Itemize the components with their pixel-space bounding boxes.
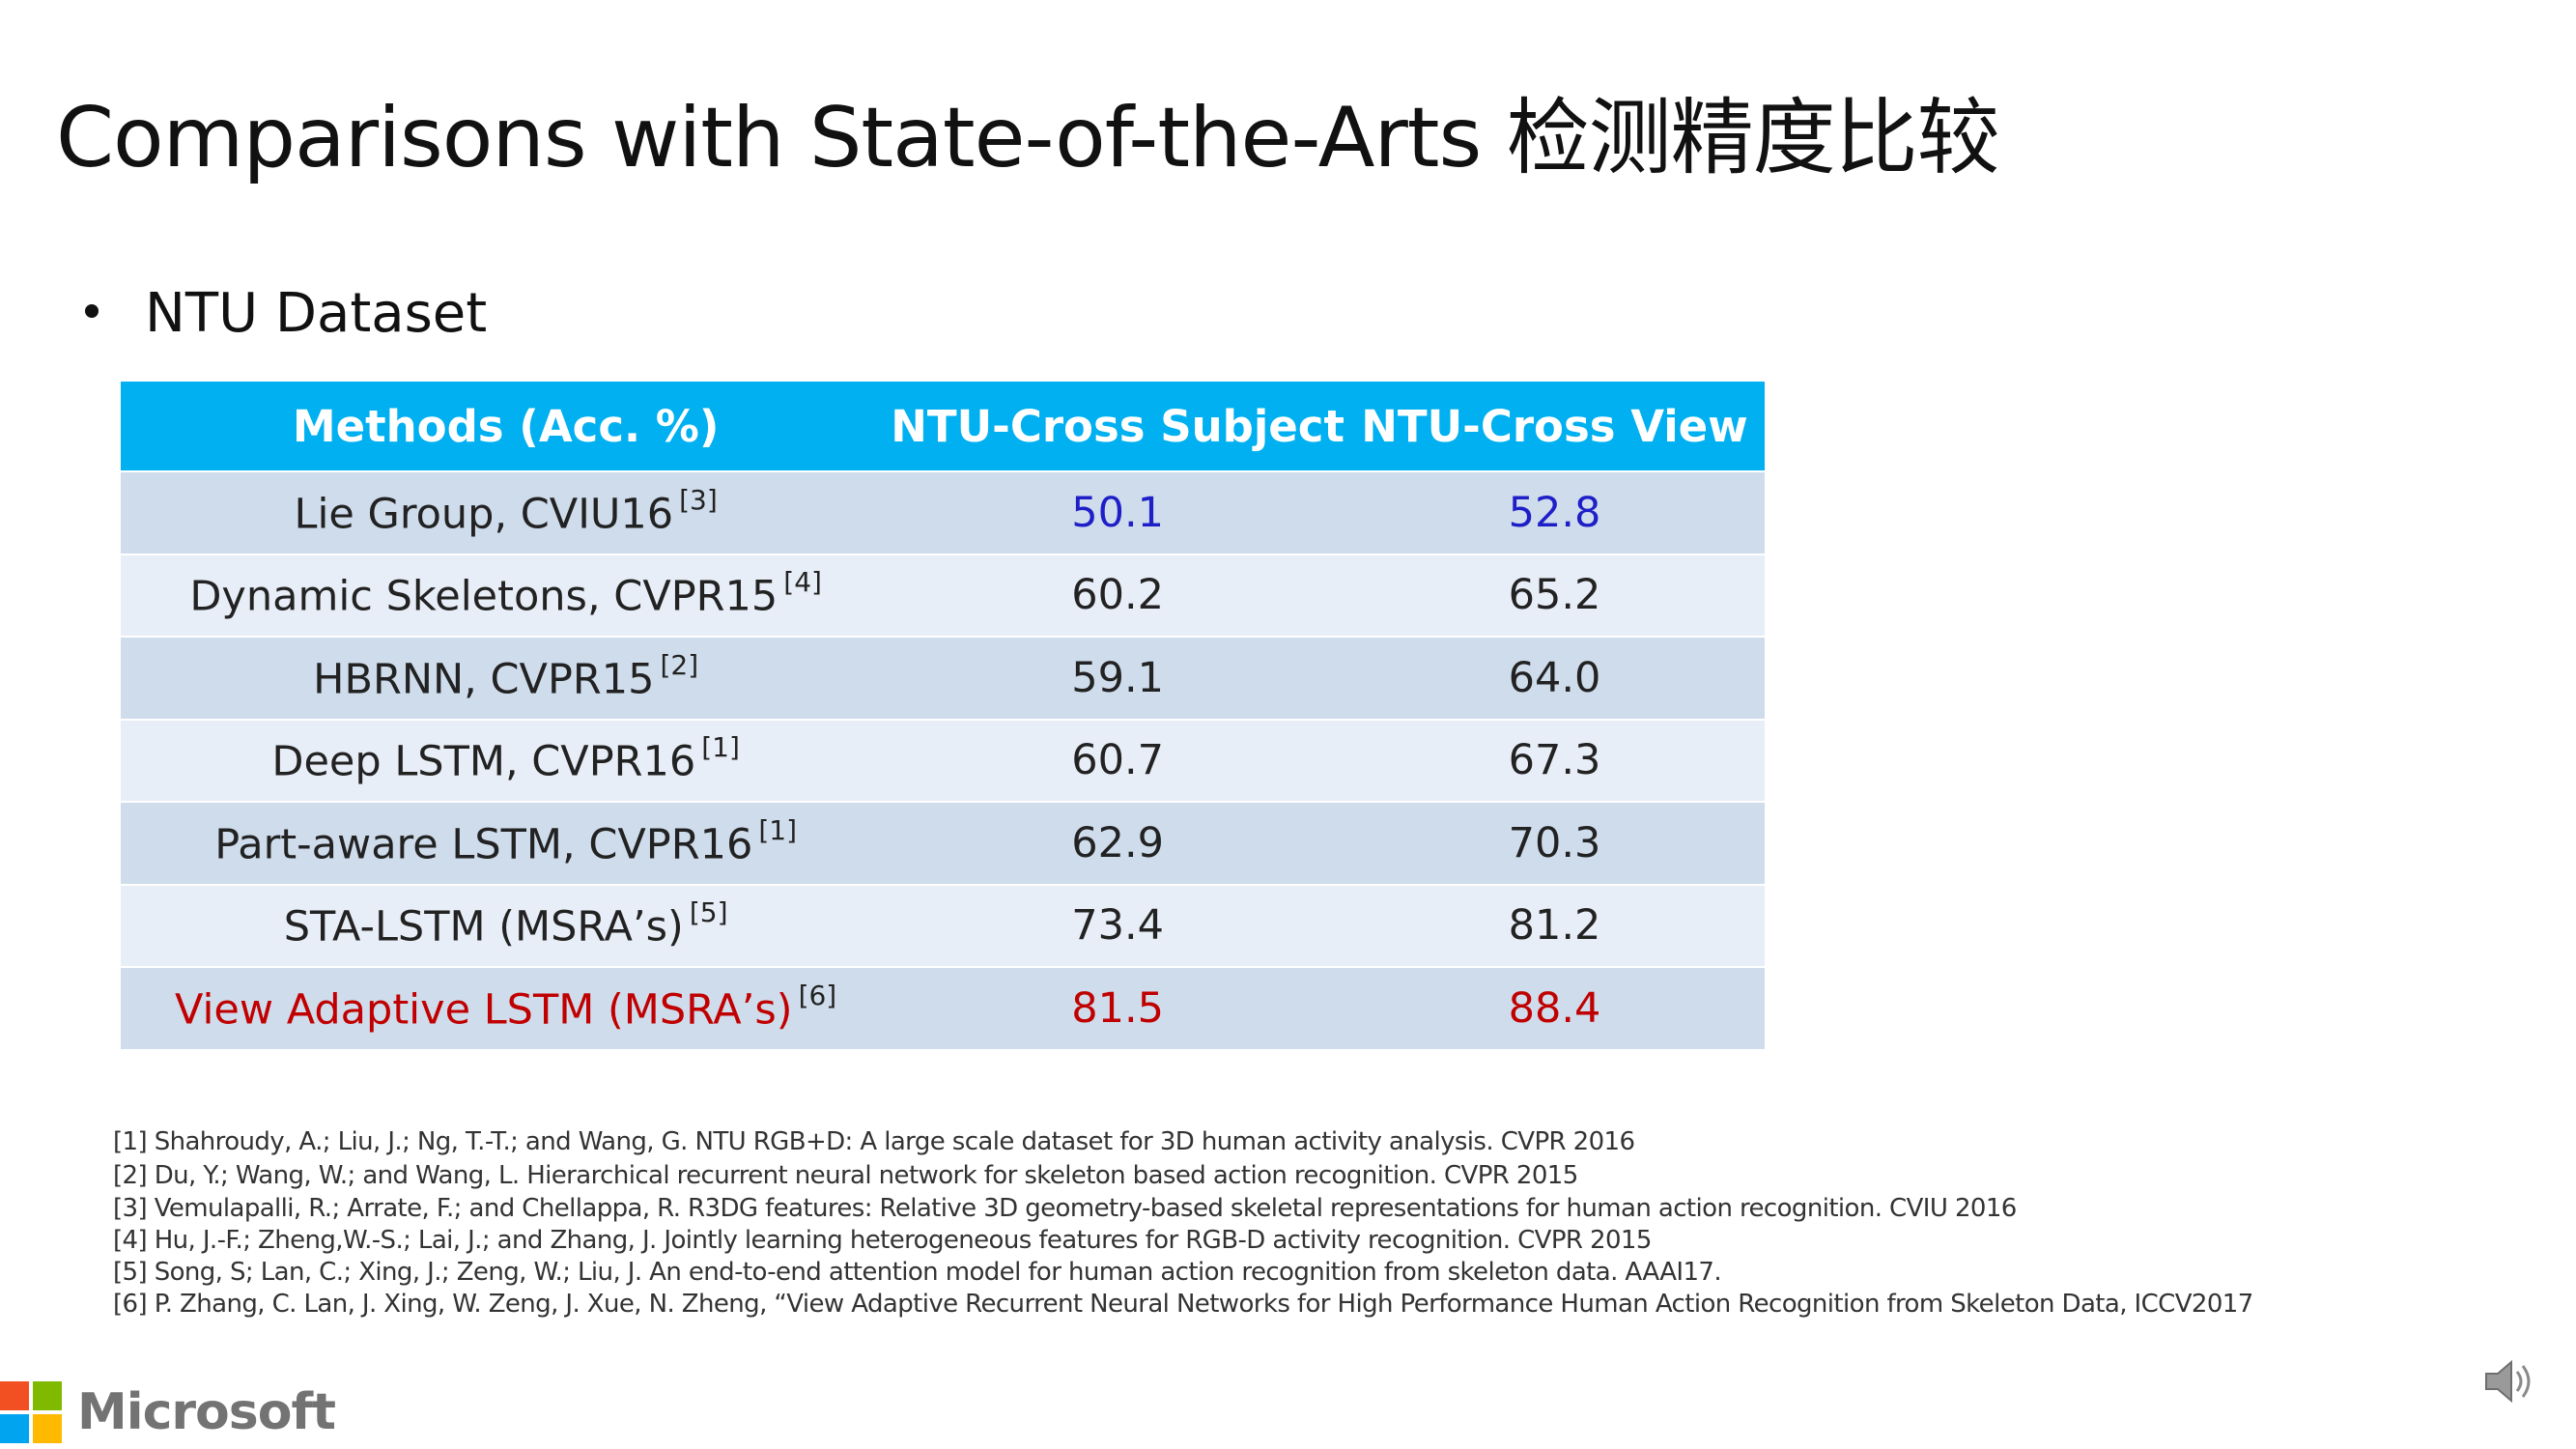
citation-ref: [1] (758, 813, 797, 846)
cross-subject-value: 81.5 (891, 966, 1345, 1049)
speaker-icon[interactable] (2480, 1352, 2538, 1410)
cross-subject-value: 59.1 (891, 636, 1345, 720)
bullet-dot-icon (85, 303, 99, 318)
table-row: Lie Group, CVIU16 [3] 50.1 52.8 (121, 470, 1765, 554)
table-row: Dynamic Skeletons, CVPR15 [4] 60.2 65.2 (121, 553, 1765, 637)
cross-view-value: 81.2 (1345, 883, 1765, 967)
cross-view-value: 88.4 (1345, 966, 1765, 1049)
method-name: Deep LSTM, CVPR16 (271, 737, 696, 786)
logo-square-yellow (33, 1414, 62, 1443)
microsoft-logo-icon (0, 1381, 62, 1443)
logo-square-green (33, 1381, 62, 1410)
method-cell: Part-aware LSTM, CVPR16 [1] (121, 801, 892, 885)
method-name: Lie Group, CVIU16 (294, 489, 674, 538)
method-name: View Adaptive LSTM (MSRA’s) (175, 984, 793, 1034)
cross-view-value: 65.2 (1345, 553, 1765, 637)
method-cell: Lie Group, CVIU16 [3] (121, 470, 892, 554)
cross-subject-value: 60.7 (891, 718, 1345, 802)
citation-ref: [2] (660, 648, 699, 681)
method-cell: HBRNN, CVPR15 [2] (121, 636, 892, 720)
method-name: Dynamic Skeletons, CVPR15 (189, 572, 778, 621)
reference-item: [6] P. Zhang, C. Lan, J. Xing, W. Zeng, … (113, 1290, 2253, 1319)
table-row-highlight: View Adaptive LSTM (MSRA’s) [6] 81.5 88.4 (121, 966, 1765, 1049)
cross-subject-value: 60.2 (891, 553, 1345, 637)
logo-square-blue (0, 1414, 29, 1443)
method-cell: View Adaptive LSTM (MSRA’s) [6] (121, 966, 892, 1049)
method-name: STA-LSTM (MSRA’s) (283, 902, 684, 952)
microsoft-logo: Microsoft (0, 1381, 336, 1443)
cross-view-value: 64.0 (1345, 636, 1765, 720)
cross-subject-value: 50.1 (891, 470, 1345, 554)
method-cell: STA-LSTM (MSRA’s) [5] (121, 883, 892, 967)
header-methods: Methods (Acc. %) (121, 382, 892, 471)
table-row: Part-aware LSTM, CVPR16 [1] 62.9 70.3 (121, 801, 1765, 885)
table-row: Deep LSTM, CVPR16 [1] 60.7 67.3 (121, 718, 1765, 802)
logo-square-red (0, 1381, 29, 1410)
table-row: STA-LSTM (MSRA’s) [5] 73.4 81.2 (121, 883, 1765, 967)
method-cell: Dynamic Skeletons, CVPR15 [4] (121, 553, 892, 637)
cross-subject-value: 73.4 (891, 883, 1345, 967)
method-name: Part-aware LSTM, CVPR16 (214, 819, 753, 868)
reference-item: [2] Du, Y.; Wang, W.; and Wang, L. Hiera… (113, 1161, 1578, 1190)
cross-view-value: 67.3 (1345, 718, 1765, 802)
header-cross-subject: NTU-Cross Subject (891, 382, 1345, 471)
table-header-row: Methods (Acc. %) NTU-Cross Subject NTU-C… (121, 382, 1765, 471)
references-list: [1] Shahroudy, A.; Liu, J.; Ng, T.-T.; a… (113, 1125, 2253, 1321)
citation-ref: [3] (679, 483, 718, 516)
citation-ref: [4] (783, 566, 822, 599)
header-cross-view: NTU-Cross View (1345, 382, 1765, 471)
microsoft-wordmark: Microsoft (77, 1383, 336, 1441)
reference-item: [4] Hu, J.-F.; Zheng,W.-S.; Lai, J.; and… (113, 1226, 1652, 1255)
method-cell: Deep LSTM, CVPR16 [1] (121, 718, 892, 802)
results-table: Methods (Acc. %) NTU-Cross Subject NTU-C… (121, 382, 1765, 1049)
reference-item: [1] Shahroudy, A.; Liu, J.; Ng, T.-T.; a… (113, 1127, 1635, 1156)
reference-item: [5] Song, S; Lan, C.; Xing, J.; Zeng, W.… (113, 1258, 1722, 1287)
bullet-text: NTU Dataset (145, 282, 488, 345)
cross-view-value: 52.8 (1345, 470, 1765, 554)
method-name: HBRNN, CVPR15 (313, 654, 655, 703)
citation-ref: [6] (798, 979, 837, 1011)
slide-title: Comparisons with State-of-the-Arts 检测精度比… (56, 90, 2000, 186)
citation-ref: [5] (689, 896, 728, 929)
table-row: HBRNN, CVPR15 [2] 59.1 64.0 (121, 636, 1765, 720)
citation-ref: [1] (701, 731, 740, 764)
reference-item: [3] Vemulapalli, R.; Arrate, F.; and Che… (113, 1194, 2017, 1223)
cross-view-value: 70.3 (1345, 801, 1765, 885)
bullet-item: NTU Dataset (85, 282, 487, 345)
cross-subject-value: 62.9 (891, 801, 1345, 885)
